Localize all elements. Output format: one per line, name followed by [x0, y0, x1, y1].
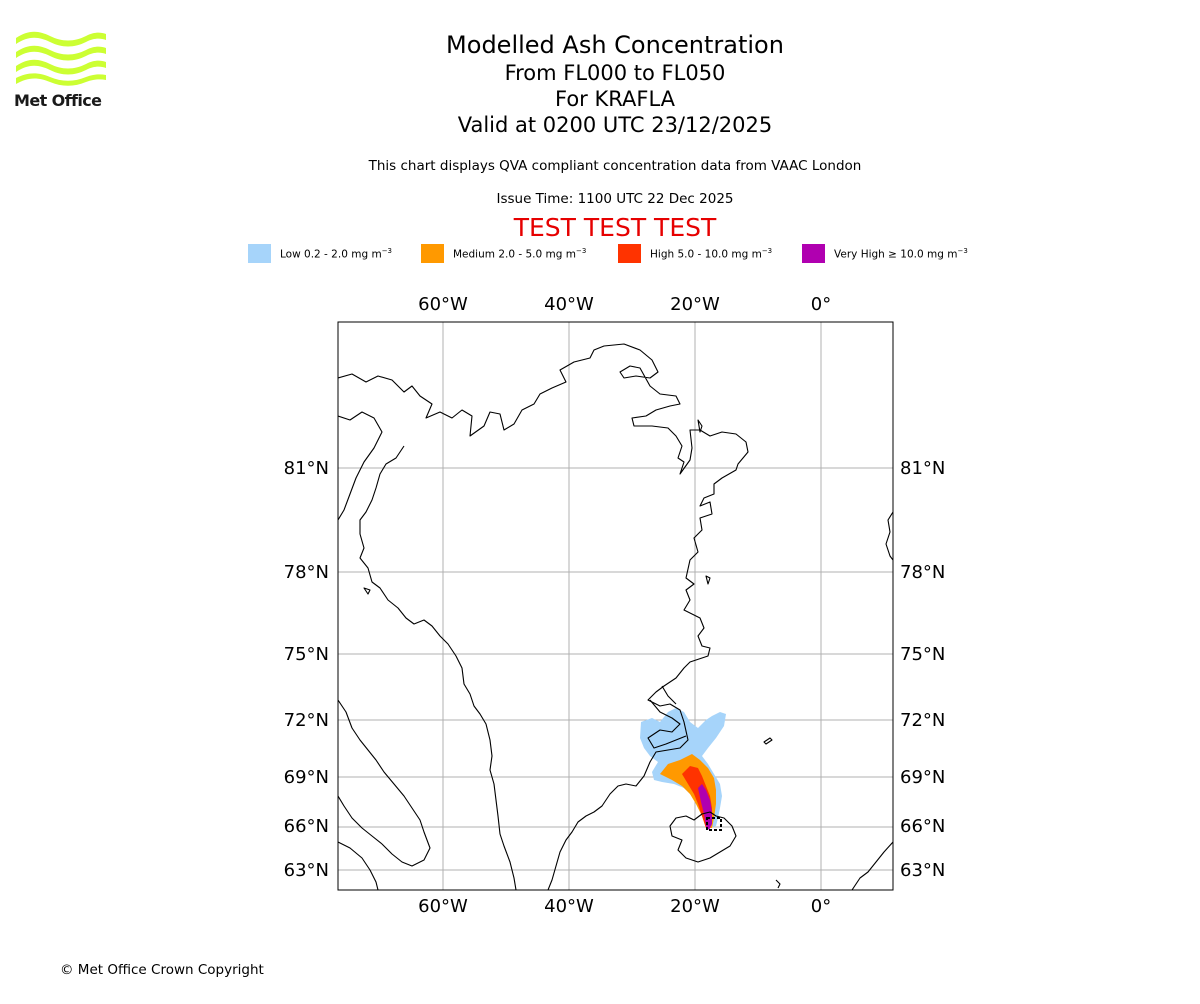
- coastline-norway: [851, 841, 893, 890]
- title-line-4: Valid at 0200 UTC 23/12/2025: [457, 113, 773, 137]
- lat-label-left: 78°N: [284, 562, 329, 583]
- legend-label-high: High 5.0 - 10.0 mg m: [650, 248, 762, 261]
- lat-label-left: 81°N: [284, 458, 329, 479]
- coastline-island: [705, 575, 711, 585]
- lat-label-right: 63°N: [900, 860, 945, 881]
- lat-label-left: 66°N: [284, 816, 329, 837]
- lon-label-top: 20°W: [670, 294, 720, 315]
- lon-label-top: 0°: [811, 294, 831, 315]
- lat-label-right: 81°N: [900, 458, 945, 479]
- title-line-3: For KRAFLA: [555, 87, 675, 111]
- volcano-marker: [706, 817, 722, 831]
- coastline-island: [363, 587, 371, 595]
- legend-unit-exp: −3: [957, 247, 968, 255]
- legend-label-medium: Medium 2.0 - 5.0 mg m: [453, 248, 576, 261]
- map-frame: [337, 321, 894, 891]
- title-line-2: From FL000 to FL050: [504, 61, 726, 85]
- lon-label-top: 40°W: [544, 294, 594, 315]
- lat-label-right: 72°N: [900, 710, 945, 731]
- coastline-faroe: [775, 879, 781, 889]
- coastline-scoresby-sund: [647, 685, 687, 749]
- qva-note: This chart displays QVA compliant concen…: [368, 158, 862, 174]
- legend-unit-exp: −3: [761, 247, 773, 255]
- coastline-island: [697, 419, 703, 433]
- coastline-ellesmere: [338, 411, 383, 521]
- title-line-1: Modelled Ash Concentration: [446, 31, 784, 59]
- coastline-iceland: [669, 811, 737, 863]
- legend-unit-exp: −3: [575, 247, 587, 255]
- met-office-waves-icon: [16, 31, 106, 86]
- legend-swatch-high: [618, 244, 641, 263]
- lat-label-right: 75°N: [900, 644, 945, 665]
- coastline-labrador: [338, 841, 379, 890]
- coastline-jan-mayen: [763, 737, 773, 745]
- lat-label-right: 78°N: [900, 562, 945, 583]
- legend-swatch-medium: [421, 244, 444, 263]
- lon-label-top: 60°W: [418, 294, 468, 315]
- lon-label-bottom: 60°W: [418, 896, 468, 917]
- lat-label-right: 66°N: [900, 816, 945, 837]
- legend-swatch-very-high: [802, 244, 825, 263]
- coastline-baffin: [338, 699, 431, 867]
- legend-label-low: Low 0.2 - 2.0 mg m: [280, 248, 382, 261]
- chart-title: Modelled Ash Concentration From FL000 to…: [415, 30, 815, 138]
- issue-time: Issue Time: 1100 UTC 22 Dec 2025: [496, 191, 734, 207]
- lon-label-bottom: 40°W: [544, 896, 594, 917]
- lat-label-left: 63°N: [284, 860, 329, 881]
- map-grid: [338, 322, 893, 890]
- test-banner: TEST TEST TEST: [513, 213, 717, 242]
- coastline-svalbard: [885, 511, 893, 561]
- lon-label-bottom: 20°W: [670, 896, 720, 917]
- coastline-greenland: [338, 343, 749, 890]
- met-office-logo: Met Office: [14, 30, 108, 112]
- coastlines: [338, 343, 893, 890]
- logo-text: Met Office: [14, 91, 102, 110]
- lat-label-right: 69°N: [900, 767, 945, 788]
- copyright: © Met Office Crown Copyright: [60, 962, 264, 978]
- legend-unit-exp: −3: [381, 247, 393, 255]
- lat-label-left: 72°N: [284, 710, 329, 731]
- lat-label-left: 69°N: [284, 767, 329, 788]
- lon-label-bottom: 0°: [811, 896, 831, 917]
- legend-label-very-high: Very High ≥ 10.0 mg m: [834, 248, 958, 261]
- lat-label-left: 75°N: [284, 644, 329, 665]
- legend-swatch-low: [248, 244, 271, 263]
- coastline-greenland-west: [359, 445, 517, 890]
